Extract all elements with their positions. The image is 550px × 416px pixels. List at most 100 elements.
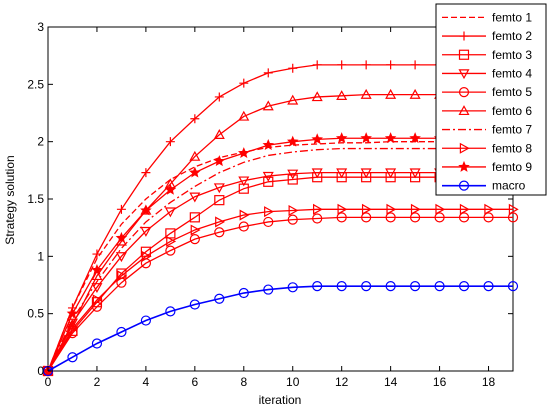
series-macro xyxy=(42,281,519,377)
x-tick-label: 10 xyxy=(286,375,300,389)
legend-item: femto 1 xyxy=(442,10,532,24)
data-point xyxy=(92,294,103,306)
data-point xyxy=(189,212,200,223)
y-tick-label: 0.5 xyxy=(27,307,44,321)
data-point xyxy=(360,168,372,179)
data-point xyxy=(360,132,372,144)
legend-marker xyxy=(458,160,470,172)
legend-label: macro xyxy=(492,179,526,193)
data-point xyxy=(215,216,226,228)
data-point xyxy=(507,212,519,223)
legend: femto 1 femto 2 femto 3 femto 4 femto 5 femto… xyxy=(435,3,547,196)
data-point xyxy=(287,214,298,225)
data-point xyxy=(66,307,79,319)
x-tick-label: 6 xyxy=(191,375,198,389)
data-point xyxy=(262,171,274,182)
data-point xyxy=(409,168,421,179)
data-point xyxy=(238,110,250,121)
data-point xyxy=(484,203,495,215)
data-point xyxy=(189,150,201,161)
x-axis-label: iteration xyxy=(259,393,302,407)
data-point xyxy=(141,250,152,262)
legend-item: femto 2 xyxy=(442,29,532,43)
data-point xyxy=(165,245,176,256)
data-point xyxy=(312,213,323,224)
legend-item: femto 8 xyxy=(442,141,532,155)
data-point xyxy=(164,183,177,195)
series-layer xyxy=(42,60,519,377)
data-point xyxy=(410,60,420,70)
data-point xyxy=(410,281,421,292)
data-point xyxy=(214,195,225,206)
data-point xyxy=(434,212,445,223)
data-point xyxy=(117,270,128,282)
data-point xyxy=(165,228,176,239)
data-point xyxy=(239,78,249,88)
legend-item: femto 3 xyxy=(442,48,532,62)
data-point xyxy=(238,176,250,187)
data-point xyxy=(238,287,249,299)
y-axis-label: Strategy solution xyxy=(3,155,17,244)
data-point xyxy=(165,137,175,147)
data-point xyxy=(508,203,519,215)
x-tick-label: 4 xyxy=(143,375,150,389)
data-point xyxy=(166,235,177,247)
legend-item: macro xyxy=(442,179,526,193)
data-point xyxy=(311,133,323,145)
data-point xyxy=(68,323,79,335)
data-point xyxy=(190,114,200,124)
data-point xyxy=(287,169,299,180)
legend-marker xyxy=(458,180,470,191)
y-tick-label: 0 xyxy=(37,364,44,378)
data-point xyxy=(287,174,298,185)
data-point xyxy=(483,281,494,292)
data-point xyxy=(263,216,274,228)
legend-label: femto 5 xyxy=(492,85,532,99)
series-line xyxy=(47,141,513,372)
data-point xyxy=(335,132,348,144)
data-point xyxy=(214,293,225,304)
data-point xyxy=(287,94,299,105)
legend-label: femto 6 xyxy=(492,104,532,118)
legend-label: femto 1 xyxy=(492,10,532,24)
data-point xyxy=(115,231,128,243)
legend-label: femto 4 xyxy=(492,66,532,80)
data-point xyxy=(459,203,470,215)
data-point xyxy=(190,224,201,236)
legend-marker xyxy=(458,69,470,80)
data-point xyxy=(385,212,396,223)
y-tick-label: 2 xyxy=(37,135,44,149)
data-point xyxy=(263,68,273,78)
data-point xyxy=(164,207,176,218)
data-point xyxy=(360,88,372,99)
legend-label: femto 2 xyxy=(492,29,532,43)
data-point xyxy=(311,168,323,179)
data-point xyxy=(410,203,421,215)
data-point xyxy=(189,299,200,310)
data-point xyxy=(213,129,225,139)
data-point xyxy=(189,166,201,178)
data-point xyxy=(287,282,298,293)
data-point xyxy=(409,132,421,144)
data-point xyxy=(288,204,299,216)
legend-item: femto 7 xyxy=(442,123,532,137)
data-point xyxy=(189,234,200,245)
data-point xyxy=(409,88,421,99)
data-point xyxy=(262,100,274,111)
data-point xyxy=(384,132,397,144)
legend-item: femto 9 xyxy=(442,160,532,174)
data-point xyxy=(361,212,372,223)
legend-marker xyxy=(458,87,470,98)
data-point xyxy=(214,92,224,102)
data-point xyxy=(263,176,274,187)
data-point xyxy=(385,168,397,179)
y-tick-label: 1.5 xyxy=(27,192,44,206)
legend-label: femto 9 xyxy=(492,160,532,174)
legend-marker xyxy=(458,49,470,60)
x-tick-label: 0 xyxy=(45,375,52,389)
data-point xyxy=(238,147,250,159)
data-point xyxy=(337,203,348,215)
data-point xyxy=(361,60,371,70)
x-tick-label: 12 xyxy=(335,375,349,389)
data-point xyxy=(115,252,127,263)
